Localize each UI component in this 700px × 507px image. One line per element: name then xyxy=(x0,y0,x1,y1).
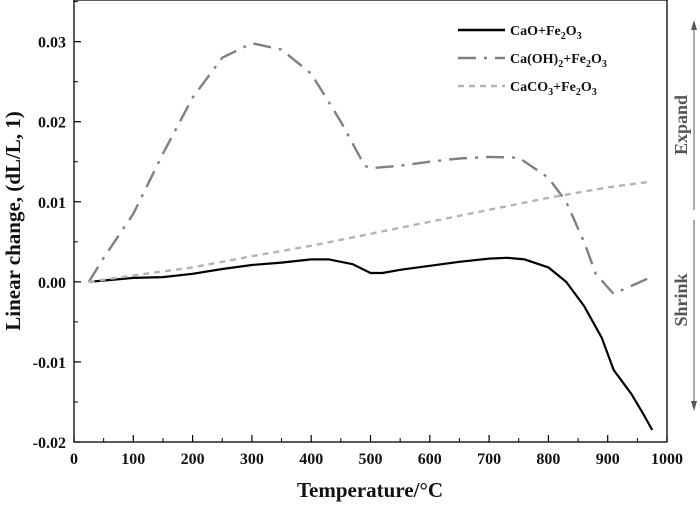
x-tick-label: 0 xyxy=(70,451,78,468)
y-tick-label: -0.02 xyxy=(33,435,66,452)
legend-label: CaCO3+Fe2O3 xyxy=(510,80,597,98)
legend-label-part: CaCO xyxy=(510,80,548,95)
expand-label: Expand xyxy=(671,95,691,155)
legend-label-part: O xyxy=(566,24,577,39)
x-tick-label: 500 xyxy=(359,451,383,468)
x-axis-label: Temperature/°C xyxy=(297,478,443,502)
x-tick-label: 300 xyxy=(240,451,264,468)
x-tick-label: 600 xyxy=(418,451,442,468)
x-tick-label: 400 xyxy=(299,451,323,468)
y-tick-label: -0.01 xyxy=(33,355,66,372)
legend-label-part: O xyxy=(581,80,592,95)
legend-label-part: 3 xyxy=(548,87,553,98)
x-tick-label: 100 xyxy=(121,451,145,468)
legend-label-part: CaO+Fe xyxy=(510,24,561,39)
x-tick-label: 200 xyxy=(181,451,205,468)
x-tick-label: 900 xyxy=(596,451,620,468)
shrink-label: Shrink xyxy=(671,273,691,326)
legend-label-part: 2 xyxy=(561,31,566,42)
legend-label-part: O xyxy=(591,52,602,67)
legend-label-part: +Fe xyxy=(553,80,576,95)
legend-label-part: +Fe xyxy=(563,52,586,67)
series-line-0 xyxy=(88,256,654,431)
series-line-2 xyxy=(88,180,650,284)
legend-label: Ca(OH)2+Fe2O3 xyxy=(510,52,607,70)
legend-label-part: 3 xyxy=(602,59,607,70)
legend-label-part: 3 xyxy=(592,87,597,98)
expand-shrink-annotation: Expand Shrink xyxy=(671,20,697,411)
y-tick-label: 0.03 xyxy=(38,35,66,52)
legend-label-part: 2 xyxy=(558,59,563,70)
legend-label-part: 2 xyxy=(576,87,581,98)
x-tick-label: 800 xyxy=(536,451,560,468)
y-axis-label: Linear change, (dL/L, 1) xyxy=(1,111,25,331)
legend-label-part: 3 xyxy=(577,31,582,42)
y-tick-label: 0.02 xyxy=(38,115,66,132)
y-tick-label: 0.01 xyxy=(38,195,66,212)
y-tick-label: 0.00 xyxy=(38,275,66,292)
x-tick-label: 1000 xyxy=(651,451,683,468)
shrink-arrowhead-icon xyxy=(691,401,697,411)
expand-arrowhead-icon xyxy=(691,20,697,30)
legend-label-part: 2 xyxy=(586,59,591,70)
series-lines xyxy=(87,42,654,431)
legend-label: CaO+Fe2O3 xyxy=(510,24,582,42)
series-line-1 xyxy=(87,42,650,296)
x-axis: 0 100 200 300 400 500 600 700 800 900 1000 xyxy=(70,435,683,468)
y-axis: -0.02 -0.01 0.00 0.01 0.02 0.03 xyxy=(33,1,81,452)
legend-label-part: Ca(OH) xyxy=(510,52,559,67)
x-tick-label: 700 xyxy=(477,451,501,468)
